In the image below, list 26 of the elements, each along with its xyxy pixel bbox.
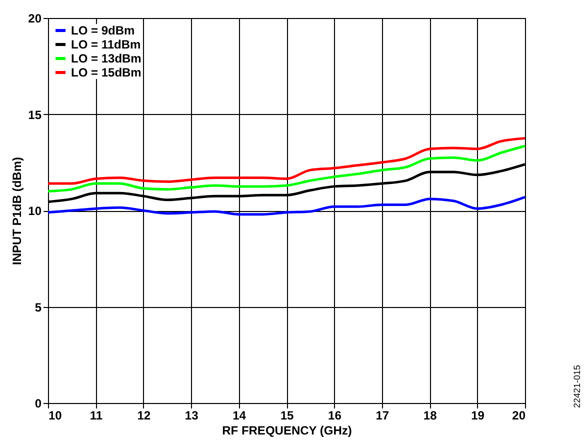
y-tick-label: 10 xyxy=(28,204,42,218)
legend-label: LO = 11dBm xyxy=(71,38,141,52)
y-axis-title: INPUT P1dB (dBm) xyxy=(10,156,24,265)
legend-label: LO = 13dBm xyxy=(71,52,142,66)
text: 22421-015 xyxy=(572,364,582,408)
line-series xyxy=(46,144,526,192)
x-tick-label: 12 xyxy=(137,408,151,422)
line-series xyxy=(46,196,526,216)
x-tick-label: 20 xyxy=(512,408,526,422)
x-tick-label: 17 xyxy=(376,408,390,422)
x-axis-title: RF FREQUENCY (GHz) xyxy=(222,424,352,438)
x-tick-label: 19 xyxy=(471,408,485,422)
x-tick-label: 13 xyxy=(184,408,199,422)
x-tick-label: 11 xyxy=(90,408,103,422)
x-tick-label: 15 xyxy=(280,408,294,422)
y-tick-label: 15 xyxy=(28,108,42,122)
x-tick-label: 10 xyxy=(48,408,62,422)
y-tick-label: 5 xyxy=(34,300,42,314)
legend-label: LO = 9dBm xyxy=(71,24,135,38)
line-series xyxy=(46,137,526,185)
x-tick-label: 18 xyxy=(423,408,438,422)
y-tick-label: 20 xyxy=(28,12,42,26)
x-tick-label: 14 xyxy=(232,408,246,422)
legend-label: LO = 15dBm xyxy=(71,66,142,80)
x-tick-label: 16 xyxy=(328,408,342,422)
y-tick-label: 0 xyxy=(34,396,42,410)
